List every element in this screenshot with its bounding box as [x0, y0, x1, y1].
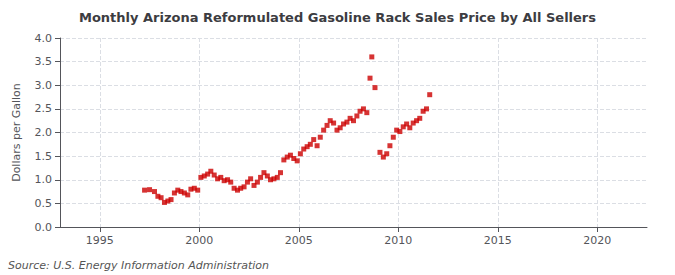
svg-text:2000: 2000 — [185, 234, 213, 247]
svg-text:2015: 2015 — [484, 234, 512, 247]
svg-text:Monthly Arizona Reformulated G: Monthly Arizona Reformulated Gasoline Ra… — [79, 10, 596, 25]
svg-text:3.0: 3.0 — [35, 79, 53, 92]
svg-text:Dollars per Gallon: Dollars per Gallon — [10, 83, 23, 182]
svg-text:2005: 2005 — [285, 234, 313, 247]
svg-text:1995: 1995 — [86, 234, 114, 247]
svg-text:Source: U.S. Energy Informatio: Source: U.S. Energy Information Administ… — [8, 259, 269, 272]
svg-text:2.5: 2.5 — [35, 102, 53, 115]
svg-text:1.0: 1.0 — [35, 173, 53, 186]
svg-text:2.0: 2.0 — [35, 126, 53, 139]
svg-text:1.5: 1.5 — [35, 150, 53, 163]
svg-text:4.0: 4.0 — [35, 32, 53, 45]
svg-text:0.5: 0.5 — [35, 197, 53, 210]
svg-text:0.0: 0.0 — [35, 221, 53, 234]
svg-text:2020: 2020 — [583, 234, 611, 247]
svg-text:2010: 2010 — [384, 234, 412, 247]
svg-text:3.5: 3.5 — [35, 55, 53, 68]
